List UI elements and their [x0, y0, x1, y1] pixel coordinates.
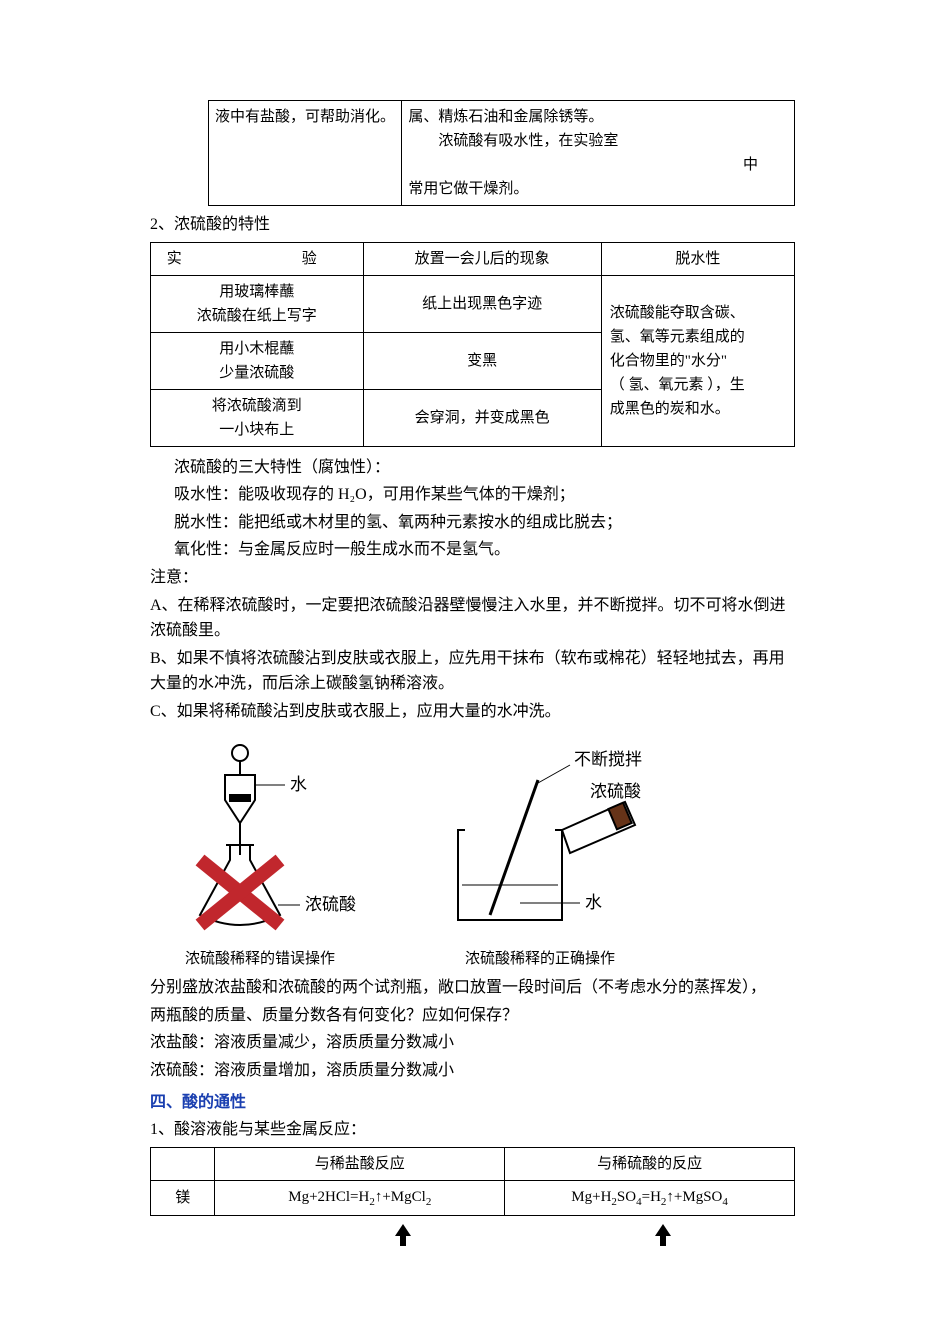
fig-correct-acid-label: 浓硫酸 [590, 782, 641, 801]
t2-r2-exp: 将浓硫酸滴到 一小块布上 [151, 389, 364, 446]
partial-right-mid: 中 [408, 153, 788, 177]
question-line-3: 浓硫酸：溶液质量增加，溶质质量分数减小 [150, 1058, 795, 1084]
arrow-left-icon [395, 1224, 411, 1246]
eq1-p2: ↑+MgCl [375, 1189, 426, 1205]
t2-r1-obs: 变黑 [363, 332, 601, 389]
t2-span-2: 化合物里的"水分" [610, 349, 786, 373]
fig-correct-stir-label: 不断搅拌 [574, 750, 642, 769]
fig-correct-caption: 浓硫酸稀释的正确操作 [420, 947, 660, 971]
t2-r1-exp-l2: 少量浓硫酸 [157, 361, 357, 385]
partial-right-cell: 属、精炼石油和金属除锈等。 浓硫酸有吸水性，在实验室 中 常用它做干燥剂。 [402, 101, 795, 206]
note-c: C、如果将稀硫酸沾到皮肤或衣服上，应用大量的水冲洗。 [150, 699, 795, 725]
figure-correct-svg: 不断搅拌 浓硫酸 水 [420, 735, 660, 935]
t4-eq2: Mg+H2SO4=H2↑+MgSO4 [505, 1180, 795, 1216]
figures-row: 水 浓硫酸 浓硫酸稀释的错误操作 [160, 735, 795, 972]
partial-right-line-0: 属、精炼石油和金属除锈等。 [408, 105, 788, 129]
figure-correct: 不断搅拌 浓硫酸 水 浓硫酸稀释的正确操作 [420, 735, 660, 972]
t2-span-1: 氢、氧等元素组成的 [610, 325, 786, 349]
trait-2: 氧化性：与金属反应时一般生成水而不是氢气。 [150, 537, 795, 563]
t2-r0-exp-l1: 用玻璃棒蘸 [157, 280, 357, 304]
question-line-0: 分别盛放浓盐酸和浓硫酸的两个试剂瓶，敞口放置一段时间后（不考虑水分的蒸挥发）， [150, 975, 795, 1001]
partial-left-text: 液中有盐酸，可帮助消化。 [215, 109, 395, 125]
fig-wrong-caption: 浓硫酸稀释的错误操作 [160, 947, 360, 971]
t2-span-4: 成黑色的炭和水。 [610, 397, 786, 421]
t2-r0-obs: 纸上出现黑色字迹 [363, 275, 601, 332]
t2-head-2: 脱水性 [601, 242, 794, 275]
eq2-p0: Mg+H [571, 1189, 611, 1205]
t2-span-0: 浓硫酸能夺取含碳、 [610, 301, 786, 325]
section-4-sub: 1、酸溶液能与某些金属反应： [150, 1117, 795, 1143]
t4-head-0 [151, 1147, 215, 1180]
figure-wrong: 水 浓硫酸 浓硫酸稀释的错误操作 [160, 735, 360, 972]
trait-1: 脱水性：能把纸或木材里的氢、氧两种元素按水的组成比脱去； [150, 510, 795, 536]
question-line-1: 两瓶酸的质量、质量分数各有何变化？应如何保存？ [150, 1003, 795, 1029]
eq1-p3: 2 [426, 1196, 432, 1208]
t2-r0-exp: 用玻璃棒蘸 浓硫酸在纸上写字 [151, 275, 364, 332]
t2-r1-exp-l1: 用小木棍蘸 [157, 337, 357, 361]
fig-wrong-acid-label: 浓硫酸 [305, 895, 356, 914]
t4-head-2: 与稀硫酸的反应 [505, 1147, 795, 1180]
section-4-title: 四、酸的通性 [150, 1090, 795, 1116]
arrow-row [150, 1224, 795, 1246]
t2-r0-exp-l2: 浓硫酸在纸上写字 [157, 304, 357, 328]
eq2-p6: ↑+MgSO [666, 1189, 722, 1205]
eq2-p4: =H [642, 1189, 661, 1205]
fig-correct-water-label: 水 [585, 893, 602, 912]
eq1-p0: Mg+2HCl=H [288, 1189, 369, 1205]
t2-head-0: 实 验 [167, 251, 347, 267]
t2-r1-exp: 用小木棍蘸 少量浓硫酸 [151, 332, 364, 389]
t2-r2-exp-l2: 一小块布上 [157, 418, 357, 442]
arrow-right-icon [655, 1224, 671, 1246]
t4-head-1: 与稀盐酸反应 [215, 1147, 505, 1180]
note-b: B、如果不慎将浓硫酸沾到皮肤或衣服上，应先用干抹布（软布或棉花）轻轻地拭去，再用… [150, 646, 795, 697]
document-page: 液中有盐酸，可帮助消化。 属、精炼石油和金属除锈等。 浓硫酸有吸水性，在实验室 … [0, 0, 945, 1306]
t4-eq1: Mg+2HCl=H2↑+MgCl2 [215, 1180, 505, 1216]
t2-span-cell: 浓硫酸能夺取含碳、 氢、氧等元素组成的 化合物里的"水分" （ 氢、氧元素 ），… [601, 275, 794, 446]
t2-r2-obs: 会穿洞，并变成黑色 [363, 389, 601, 446]
eq2-p7: 4 [722, 1196, 728, 1208]
figure-wrong-svg: 水 浓硫酸 [160, 735, 360, 935]
partial-left-cell: 液中有盐酸，可帮助消化。 [209, 101, 402, 206]
traits-title: 浓硫酸的三大特性（腐蚀性）： [150, 455, 795, 481]
partial-right-line-3: 常用它做干燥剂。 [408, 177, 788, 201]
question-line-2: 浓盐酸：溶液质量减少，溶质质量分数减小 [150, 1030, 795, 1056]
trait-0: 吸水性：能吸收现存的 H₂O，可用作某些气体的干燥剂； [150, 482, 795, 508]
t2-span-3: （ 氢、氧元素 ），生 [610, 373, 786, 397]
eq2-p2: SO [617, 1189, 636, 1205]
fig-wrong-water-label: 水 [290, 775, 307, 794]
section-2-heading: 2、浓硫酸的特性 [150, 212, 795, 238]
note-a: A、在稀释浓硫酸时，一定要把浓硫酸沿器壁慢慢注入水里，并不断搅拌。切不可将水倒进… [150, 593, 795, 644]
partial-right-line-1: 浓硫酸有吸水性，在实验室 [408, 129, 788, 153]
reaction-table: 与稀盐酸反应 与稀硫酸的反应 镁 Mg+2HCl=H2↑+MgCl2 Mg+H2… [150, 1147, 795, 1217]
notes-title: 注意： [150, 565, 795, 591]
experiment-table: 实 验 放置一会儿后的现象 脱水性 用玻璃棒蘸 浓硫酸在纸上写字 纸上出现黑色字… [150, 242, 795, 447]
t2-head-1: 放置一会儿后的现象 [363, 242, 601, 275]
t4-row-label: 镁 [151, 1180, 215, 1216]
partial-top-table: 液中有盐酸，可帮助消化。 属、精炼石油和金属除锈等。 浓硫酸有吸水性，在实验室 … [208, 100, 795, 206]
t2-r2-exp-l1: 将浓硫酸滴到 [157, 394, 357, 418]
